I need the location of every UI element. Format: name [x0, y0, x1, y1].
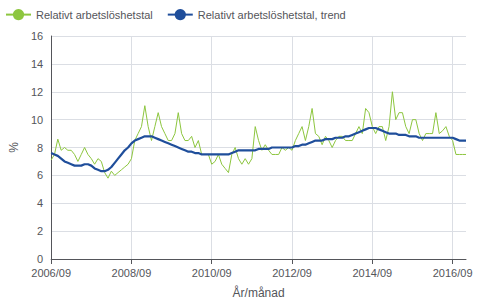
- svg-text:2012/09: 2012/09: [272, 267, 312, 279]
- svg-text:År/månad: År/månad: [233, 285, 285, 300]
- svg-text:16: 16: [31, 30, 43, 42]
- svg-text:Relativt arbetslöshetstal, tre: Relativt arbetslöshetstal, trend: [198, 9, 346, 21]
- svg-text:2006/09: 2006/09: [31, 267, 71, 279]
- svg-text:Relativt arbetslöshetstal: Relativt arbetslöshetstal: [36, 9, 153, 21]
- svg-text:2014/09: 2014/09: [352, 267, 392, 279]
- svg-text:0: 0: [37, 253, 43, 265]
- svg-text:2016/09: 2016/09: [433, 267, 473, 279]
- svg-text:2008/09: 2008/09: [112, 267, 152, 279]
- svg-text:14: 14: [31, 58, 43, 70]
- svg-text:6: 6: [37, 169, 43, 181]
- svg-text:%: %: [7, 142, 21, 153]
- svg-text:8: 8: [37, 142, 43, 154]
- svg-text:10: 10: [31, 114, 43, 126]
- svg-text:2010/09: 2010/09: [192, 267, 232, 279]
- svg-text:12: 12: [31, 86, 43, 98]
- svg-text:4: 4: [37, 197, 43, 209]
- svg-text:2: 2: [37, 225, 43, 237]
